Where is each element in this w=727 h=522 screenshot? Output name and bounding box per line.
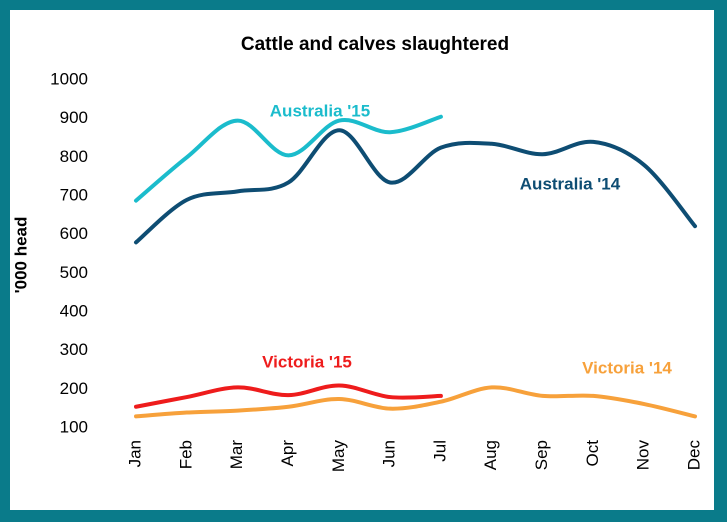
x-tick-label: Oct <box>583 440 602 467</box>
series-line <box>134 385 697 419</box>
x-tick-label: Aug <box>481 440 500 470</box>
series-label: Australia '14 <box>520 174 621 193</box>
y-tick-label: 400 <box>60 301 88 320</box>
y-tick-label: 900 <box>60 108 88 127</box>
y-tick-label: 100 <box>60 417 88 436</box>
plot-background <box>10 10 714 510</box>
series-label: Australia '15 <box>270 101 370 120</box>
x-tick-label: Jun <box>380 440 399 467</box>
x-tick-label: Mar <box>227 440 246 470</box>
series-label: Victoria '15 <box>262 352 352 371</box>
x-tick-label: Feb <box>176 440 195 469</box>
x-tick-label: Apr <box>278 440 297 467</box>
series-label: Victoria '14 <box>582 358 672 377</box>
series-line <box>134 114 443 203</box>
x-tick-label: Dec <box>684 440 703 471</box>
chart-title: Cattle and calves slaughtered <box>241 34 509 55</box>
series-line <box>134 383 443 409</box>
x-tick-label: Jan <box>125 440 144 467</box>
y-tick-label: 500 <box>60 263 88 282</box>
series-line <box>134 128 697 245</box>
y-tick-label: 600 <box>60 224 88 243</box>
x-tick-label: Jul <box>430 440 449 462</box>
x-tick-label: Nov <box>634 440 653 471</box>
y-tick-label: 700 <box>60 185 88 204</box>
x-tick-label: May <box>329 440 348 473</box>
y-axis-label: '000 head <box>11 217 30 294</box>
x-tick-label: Sep <box>532 440 551 470</box>
y-tick-label: 800 <box>60 147 88 166</box>
y-tick-label: 200 <box>60 379 88 398</box>
y-tick-label: 300 <box>60 340 88 359</box>
y-tick-label: 1000 <box>50 69 88 88</box>
